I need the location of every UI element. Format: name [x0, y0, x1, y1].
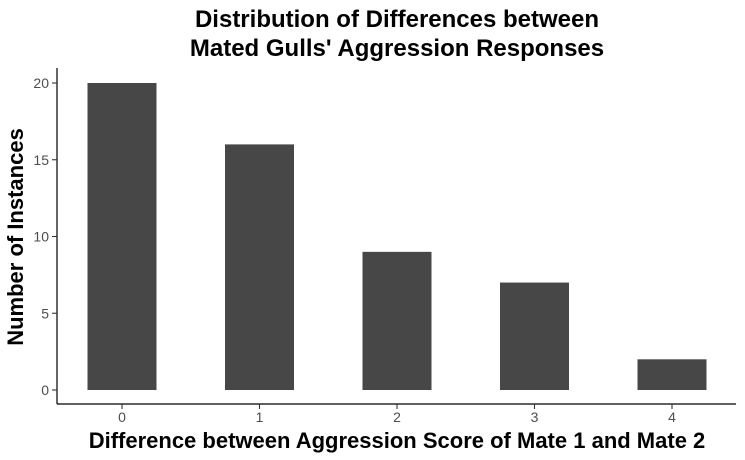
x-tick-label: 0	[118, 409, 126, 425]
x-tick-label: 4	[668, 409, 676, 425]
x-tick-label: 3	[531, 409, 539, 425]
y-axis-label: Number of Instances	[3, 128, 28, 346]
y-tick-label: 0	[41, 382, 49, 398]
bar-1	[225, 144, 294, 390]
y-tick-label: 5	[41, 305, 49, 321]
bars-layer	[87, 83, 707, 390]
x-tick-label: 2	[393, 409, 401, 425]
x-axis-label: Difference between Aggression Score of M…	[89, 428, 706, 453]
y-tick-label: 15	[33, 152, 49, 168]
x-axis-ticks: 0 1 2 3 4	[118, 404, 676, 425]
bar-0	[87, 83, 157, 390]
bar-3	[500, 282, 569, 390]
chart-title-line-2: Mated Gulls' Aggression Responses	[190, 35, 604, 62]
y-tick-label: 10	[33, 229, 49, 245]
bar-2	[362, 251, 432, 390]
chart-title-line-1: Distribution of Differences between	[195, 6, 599, 33]
bar-4	[637, 359, 707, 390]
x-tick-label: 1	[256, 409, 264, 425]
y-axis-ticks: 0 5 10 15 20	[33, 75, 57, 398]
y-tick-label: 20	[33, 75, 49, 91]
